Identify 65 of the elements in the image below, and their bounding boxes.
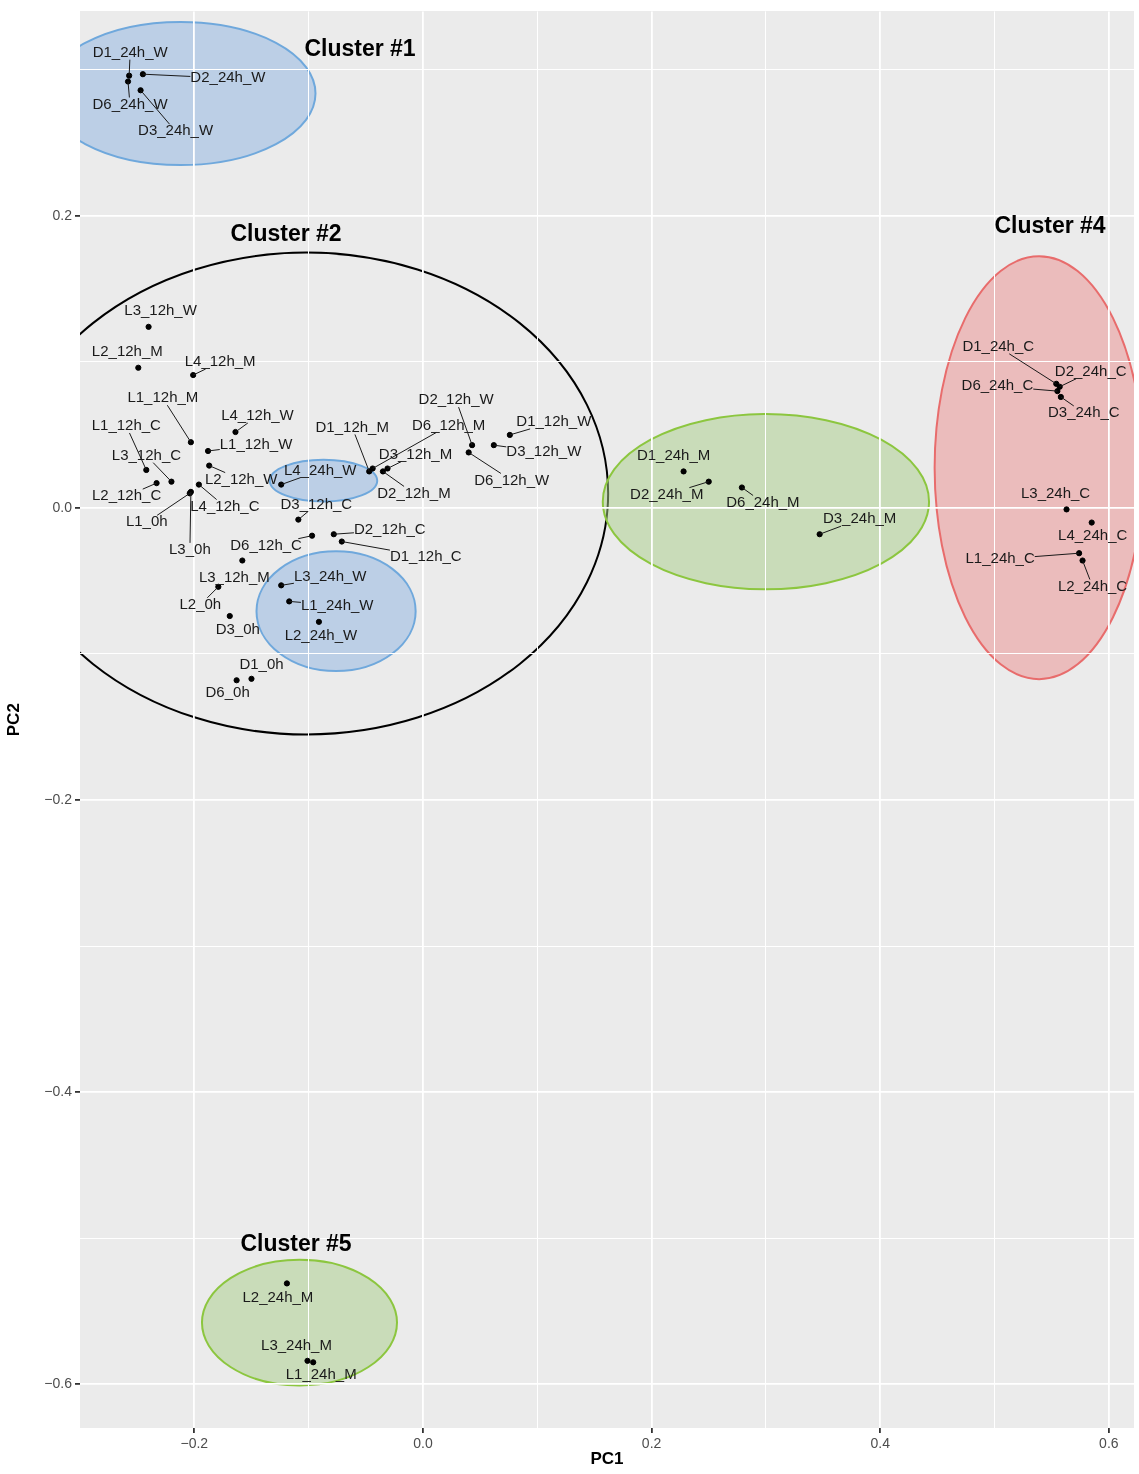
data-label: L2_12h_M [91, 341, 163, 359]
data-label: L2_0h [179, 594, 222, 612]
data-label: D3_24h_C [1047, 403, 1120, 421]
data-label: D6_12h_W [474, 470, 551, 488]
data-label: D6_0h [205, 683, 250, 701]
data-label: D1_12h_W [516, 412, 593, 430]
data-label: L1_24h_M [285, 1365, 357, 1383]
data-label: L1_12h_C [91, 416, 162, 434]
data-label: L3_24h_W [293, 567, 368, 585]
y-axis-title: PC2 [3, 703, 23, 737]
data-label: L3_12h_M [198, 567, 270, 585]
data-label: D1_24h_W [92, 42, 169, 60]
y-tick-label: −0.2 [44, 790, 73, 807]
data-label: D1_24h_M [636, 445, 711, 463]
data-label: D2_12h_C [353, 520, 426, 538]
data-label: D6_24h_M [726, 492, 800, 510]
data-label: D3_12h_C [280, 494, 353, 512]
data-label: D2_12h_M [377, 483, 451, 501]
x-tick-label: 0.6 [1099, 1435, 1119, 1452]
data-label: D1_24h_C [962, 336, 1035, 354]
data-label: L1_0h [125, 512, 168, 530]
data-label: L4_12h_M [184, 352, 256, 370]
x-tick-label: 0.2 [641, 1435, 662, 1452]
data-label: L1_24h_W [300, 595, 375, 613]
y-tick-label: 0.0 [52, 498, 73, 515]
annotation: Cluster #5 [240, 1229, 352, 1257]
data-label: D2_12h_W [418, 390, 495, 408]
data-label: L2_24h_M [242, 1287, 314, 1305]
data-label: D3_0h [215, 620, 260, 638]
data-label: L4_24h_W [283, 460, 358, 478]
x-tick-label: 0.0 [413, 1435, 433, 1452]
data-label: L1_12h_W [219, 435, 294, 453]
y-tick-label: −0.4 [44, 1082, 73, 1099]
data-label: L2_12h_C [91, 486, 162, 504]
x-tick-label: 0.4 [870, 1435, 891, 1452]
data-label: L2_24h_C [1057, 576, 1128, 594]
data-label: D6_12h_C [230, 535, 303, 553]
annotation: Cluster #4 [994, 211, 1106, 239]
data-label: D3_12h_W [506, 442, 583, 460]
data-label: D1_0h [239, 654, 284, 672]
x-tick-label: −0.2 [180, 1435, 209, 1452]
y-tick-label: 0.2 [52, 206, 73, 223]
x-axis-title: PC1 [590, 1449, 624, 1469]
y-tick-label: −0.6 [44, 1375, 73, 1392]
data-label: D2_24h_M [630, 484, 704, 502]
data-label: L1_24h_C [965, 549, 1035, 567]
data-label: D2_24h_W [190, 68, 267, 86]
data-label: L3_24h_M [261, 1335, 332, 1353]
data-label: D1_12h_C [389, 546, 462, 564]
annotation: Cluster #1 [304, 34, 416, 62]
data-label: L4_24h_C [1058, 525, 1128, 543]
data-label: L3_0h [169, 540, 211, 558]
data-label: L4_12h_C [190, 496, 260, 514]
data-label: D3_24h_W [138, 121, 214, 139]
data-label: L4_12h_W [221, 406, 295, 424]
data-label: D2_24h_C [1054, 361, 1127, 379]
data-label: L2_24h_W [284, 625, 359, 643]
data-label: D6_24h_W [92, 94, 169, 112]
data-label: D1_12h_M [315, 417, 389, 435]
annotation: Cluster #2 [230, 219, 342, 247]
data-label: L3_24h_C [1020, 483, 1091, 501]
data-label: D3_24h_M [822, 509, 897, 527]
data-label: L1_12h_M [127, 388, 199, 406]
data-label: D6_24h_C [961, 376, 1034, 394]
data-label: L3_12h_W [124, 300, 198, 318]
